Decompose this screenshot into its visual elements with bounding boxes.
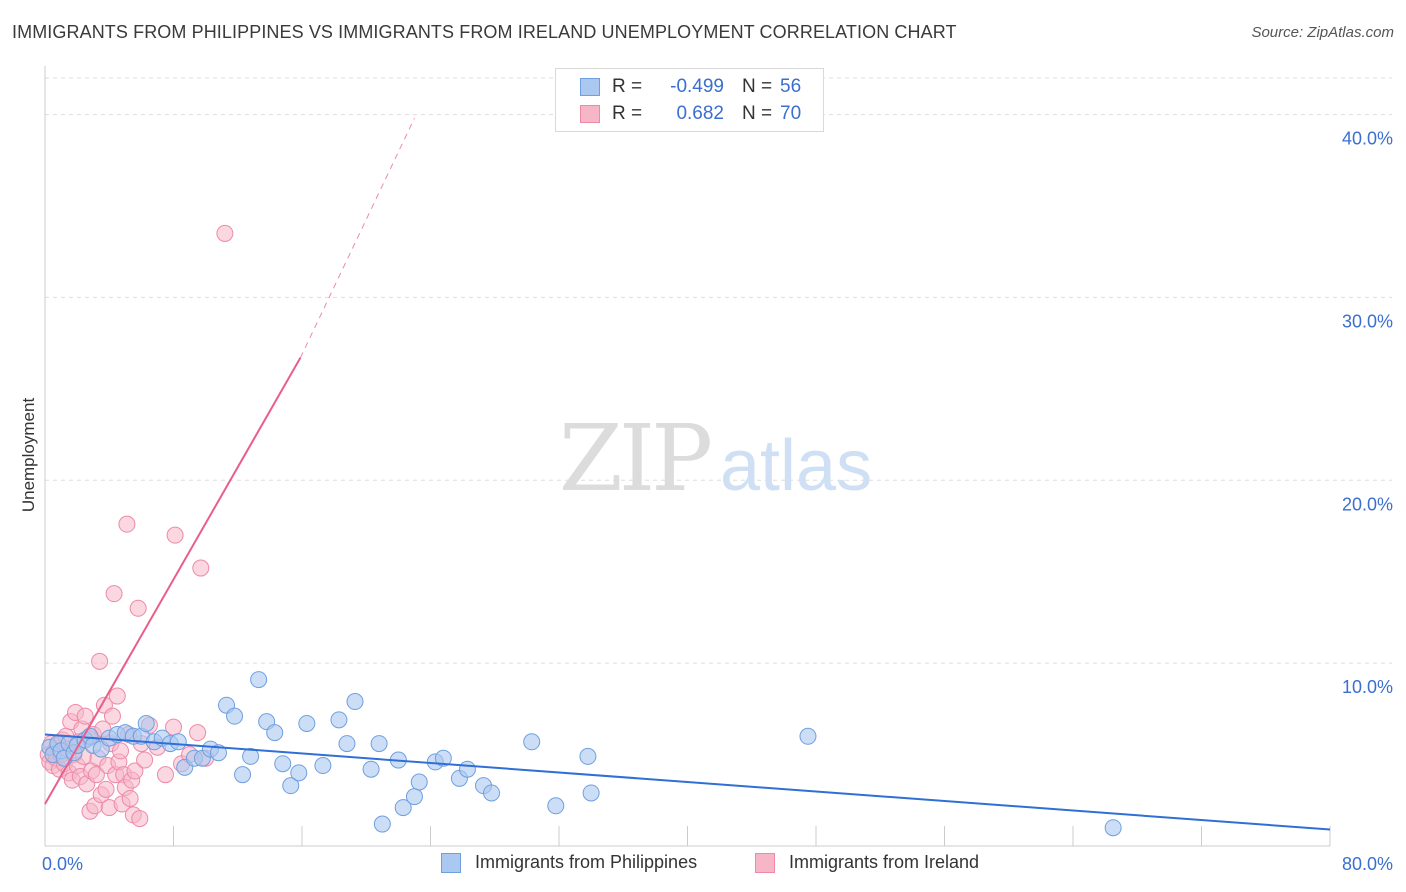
data-point-philippines (799, 727, 817, 745)
legend-r-value: 0.682 (676, 103, 724, 124)
data-point-philippines (242, 747, 260, 765)
legend-n-value: 56 (780, 76, 802, 97)
data-point-philippines (1104, 819, 1122, 837)
y-tick-label: 10.0% (1342, 677, 1393, 697)
watermark-atlas: atlas (720, 426, 872, 506)
data-point-philippines (250, 671, 268, 689)
legend-n-label: N = (742, 76, 773, 97)
data-point-philippines (434, 749, 452, 767)
data-point-philippines (330, 711, 348, 729)
data-point-ireland (91, 652, 109, 670)
data-point-philippines (370, 735, 388, 753)
data-point-philippines (579, 747, 597, 765)
data-point-philippines (169, 733, 187, 751)
data-point-philippines (405, 788, 423, 806)
data-point-philippines (298, 714, 316, 732)
data-point-ireland (118, 515, 136, 533)
legend-row-philippines: R = -0.499 N = 56 (580, 75, 801, 99)
data-point-ireland (156, 766, 174, 784)
data-point-ireland (192, 559, 210, 577)
data-point-ireland (216, 224, 234, 242)
y-tick-label: 40.0% (1342, 129, 1393, 149)
y-tick-label: 30.0% (1342, 311, 1393, 331)
watermark-zip: ZIP (559, 405, 710, 512)
data-point-philippines (137, 714, 155, 732)
trend-line-ireland (44, 357, 302, 805)
data-point-philippines (373, 815, 391, 833)
legend-n-value: 70 (780, 103, 802, 124)
series-legend: Immigrants from Philippines Immigrants f… (0, 852, 1406, 878)
tick-labels: 10.0% 20.0% 30.0% 40.0% 0.0% 80.0% (42, 129, 1393, 874)
x-tick-label: 0.0% (42, 854, 83, 874)
data-point-philippines (226, 707, 244, 725)
legend-label-ireland: Immigrants from Ireland (789, 852, 980, 872)
legend-r-label: R = (612, 103, 643, 124)
data-point-ireland (166, 526, 184, 544)
data-point-philippines (362, 760, 380, 778)
y-tick-label: 20.0% (1342, 494, 1393, 514)
data-point-ireland (87, 766, 105, 784)
legend-r-value: -0.499 (670, 76, 724, 97)
legend-r-label: R = (612, 76, 643, 97)
legend-swatch-ireland (580, 105, 600, 123)
trend-lines (44, 118, 1331, 831)
data-point-ireland (129, 599, 147, 617)
legend-n-label: N = (742, 103, 773, 124)
data-point-ireland (103, 707, 121, 725)
data-point-philippines (338, 735, 356, 753)
data-point-ireland (126, 762, 144, 780)
data-point-philippines (209, 744, 227, 762)
legend-swatch-ireland (755, 852, 775, 873)
legend-row-ireland: R = 0.682 N = 70 (580, 102, 801, 126)
legend-swatch-philippines (580, 78, 600, 96)
legend-item-ireland[interactable]: Immigrants from Ireland (755, 852, 979, 873)
data-point-ireland (108, 687, 126, 705)
trend-line-philippines (44, 733, 1331, 831)
axes (44, 66, 1331, 847)
legend-swatch-philippines (441, 852, 461, 873)
data-point-philippines (523, 733, 541, 751)
data-point-philippines (458, 760, 476, 778)
data-point-ireland (76, 707, 94, 725)
source-credit: Source: ZipAtlas.com (1251, 24, 1394, 41)
data-point-ireland (97, 780, 115, 798)
data-point-ireland (189, 724, 207, 742)
trend-line-ireland-extension (299, 118, 415, 358)
data-point-ireland (131, 810, 149, 828)
data-point-philippines (483, 784, 501, 802)
watermark: ZIP atlas (559, 405, 872, 512)
data-point-philippines (282, 777, 300, 795)
x-tick-label: 80.0% (1342, 854, 1393, 874)
correlation-legend: R = -0.499 N = 56 R = 0.682 N = 70 (555, 68, 824, 132)
chart-title: IMMIGRANTS FROM PHILIPPINES VS IMMIGRANT… (12, 22, 957, 42)
data-point-ireland (105, 585, 123, 603)
data-point-philippines (290, 764, 308, 782)
grid-lines (45, 77, 1392, 664)
data-point-ireland (136, 751, 154, 769)
data-point-ireland (121, 789, 139, 807)
legend-label-philippines: Immigrants from Philippines (475, 852, 698, 872)
data-point-philippines (234, 766, 252, 784)
data-point-philippines (274, 755, 292, 773)
series-philippines (41, 671, 1122, 837)
legend-item-philippines[interactable]: Immigrants from Philippines (441, 852, 697, 873)
data-point-philippines (582, 784, 600, 802)
data-point-philippines (394, 799, 412, 817)
data-point-philippines (547, 797, 565, 815)
data-point-philippines (314, 757, 332, 775)
data-point-ireland (111, 742, 129, 760)
data-point-philippines (410, 773, 428, 791)
data-point-philippines (266, 724, 284, 742)
data-point-philippines (346, 693, 364, 711)
